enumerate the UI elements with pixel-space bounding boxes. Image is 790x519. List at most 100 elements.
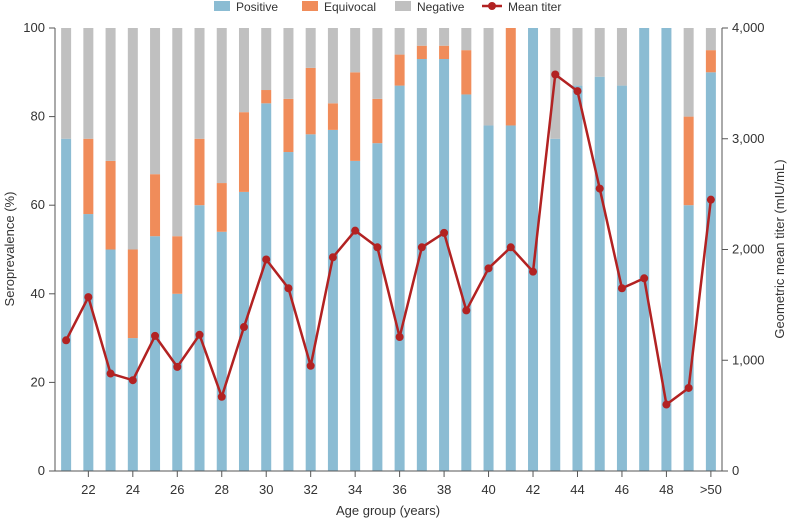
bar-equivocal-39 xyxy=(461,50,472,95)
x-tick-label: 44 xyxy=(570,482,584,497)
bar-positive-37 xyxy=(416,59,427,471)
mean-titer-point-48 xyxy=(662,400,671,409)
legend-label-negative: Negative xyxy=(417,0,465,14)
y-tick-label: 60 xyxy=(31,197,45,212)
bar-negative-28 xyxy=(216,28,227,184)
mean-titer-point-27 xyxy=(195,330,204,339)
legend-marker-mean-titer xyxy=(488,2,496,10)
bar-negative-24 xyxy=(127,28,138,250)
bar-positive-31 xyxy=(283,152,294,472)
mean-titer-point-21 xyxy=(62,336,71,345)
mean-titer-point-47 xyxy=(640,274,649,283)
x-tick-label: 46 xyxy=(615,482,629,497)
bar-equivocal-23 xyxy=(105,160,116,250)
bar-negative-39 xyxy=(461,28,472,51)
bar-positive-46 xyxy=(616,85,627,471)
x-tick-label: 26 xyxy=(170,482,184,497)
bar-positive-45 xyxy=(594,76,605,471)
bar-equivocal-31 xyxy=(283,98,294,153)
mean-titer-point-26 xyxy=(173,362,182,371)
bar-equivocal-49 xyxy=(683,116,694,206)
bar-positive-24 xyxy=(127,338,138,471)
bar-negative-23 xyxy=(105,28,116,161)
bar-positive-40 xyxy=(483,125,494,472)
bar-negative-37 xyxy=(416,28,427,46)
bar-positive-30 xyxy=(261,103,272,471)
mean-titer-point-39 xyxy=(462,306,471,315)
bar-equivocal-22 xyxy=(83,138,94,215)
bar-equivocal-27 xyxy=(194,138,205,206)
x-tick-label: 36 xyxy=(392,482,406,497)
bar-positive-43 xyxy=(550,138,561,471)
bar-equivocal-34 xyxy=(350,72,361,161)
mean-titer-point-43 xyxy=(551,70,560,79)
bar-negative-32 xyxy=(305,28,316,68)
x-axis-title: Age group (years) xyxy=(336,503,440,518)
bar-positive-28 xyxy=(216,231,227,471)
mean-titer-point->50 xyxy=(706,195,715,204)
y-axis-title: Seroprevalence (%) xyxy=(2,192,17,307)
mean-titer-point-35 xyxy=(373,243,382,252)
bar-equivocal-38 xyxy=(439,45,450,60)
bar-equivocal-32 xyxy=(305,67,316,135)
mean-titer-point-38 xyxy=(440,228,449,237)
legend-swatch-equivocal xyxy=(302,1,318,11)
bar-positive-35 xyxy=(372,143,383,471)
mean-titer-point-42 xyxy=(529,267,538,276)
mean-titer-point-34 xyxy=(351,226,360,235)
mean-titer-point-32 xyxy=(306,361,315,370)
bar-negative-27 xyxy=(194,28,205,139)
legend-label-positive: Positive xyxy=(236,0,278,14)
mean-titer-point-41 xyxy=(506,243,515,252)
x-tick-label: 42 xyxy=(526,482,540,497)
bar-negative-21 xyxy=(61,28,72,139)
bar-negative-44 xyxy=(572,28,583,86)
bar-positive-48 xyxy=(661,28,672,471)
axes: 0 20 40 60 80 100 0 1,000 2,000 3,000 4,000 22 24 26 2… xyxy=(23,20,764,497)
mean-titer-point-45 xyxy=(595,184,604,193)
bar-positive-38 xyxy=(439,59,450,471)
mean-titer-point-36 xyxy=(395,332,404,341)
y-tick-label: 100 xyxy=(23,20,45,35)
bar-negative->50 xyxy=(705,28,716,51)
bar-negative-34 xyxy=(350,28,361,73)
mean-titer-polyline xyxy=(65,73,713,406)
y2-tick-label: 1,000 xyxy=(732,352,765,367)
legend-label-mean-titer: Mean titer xyxy=(508,0,561,14)
legend-label-equivocal: Equivocal xyxy=(324,0,376,14)
mean-titer-point-22 xyxy=(84,293,93,302)
bar-positive-25 xyxy=(150,236,161,471)
bar-negative-46 xyxy=(616,28,627,86)
bar-positive-47 xyxy=(639,28,650,471)
bar-positive-36 xyxy=(394,85,405,471)
bar-negative-36 xyxy=(394,28,405,55)
bar-negative-22 xyxy=(83,28,94,139)
legend-swatch-negative xyxy=(395,1,411,11)
bar-positive-26 xyxy=(172,293,183,471)
legend-swatch-positive xyxy=(214,1,230,11)
bar-equivocal-26 xyxy=(172,236,183,294)
x-tick-label: 40 xyxy=(481,482,495,497)
x-tick-label: 48 xyxy=(659,482,673,497)
y-tick-label: 80 xyxy=(31,109,45,124)
mean-titer-point-30 xyxy=(262,255,271,264)
y2-axis-title: Geometric mean titer (mIU/mL) xyxy=(772,159,787,338)
y2-tick-label: 2,000 xyxy=(732,242,765,257)
y-tick-label: 40 xyxy=(31,286,45,301)
bar-positive-39 xyxy=(461,94,472,471)
x-tick-label: 22 xyxy=(81,482,95,497)
y-tick-label: 20 xyxy=(31,374,45,389)
bar-equivocal-35 xyxy=(372,98,383,144)
bar-equivocal-24 xyxy=(127,249,138,339)
bar-negative-31 xyxy=(283,28,294,99)
legend: Positive Equivocal Negative Mean titer xyxy=(214,0,561,14)
bar-equivocal-28 xyxy=(216,183,227,232)
x-tick-label: >50 xyxy=(700,482,722,497)
bar-positive-49 xyxy=(683,205,694,471)
x-tick-label: 34 xyxy=(348,482,362,497)
bar-negative-49 xyxy=(683,28,694,117)
bar-negative-45 xyxy=(594,28,605,77)
mean-titer-point-44 xyxy=(573,87,582,96)
y2-tick-label: 0 xyxy=(732,463,739,478)
bars xyxy=(61,28,716,472)
